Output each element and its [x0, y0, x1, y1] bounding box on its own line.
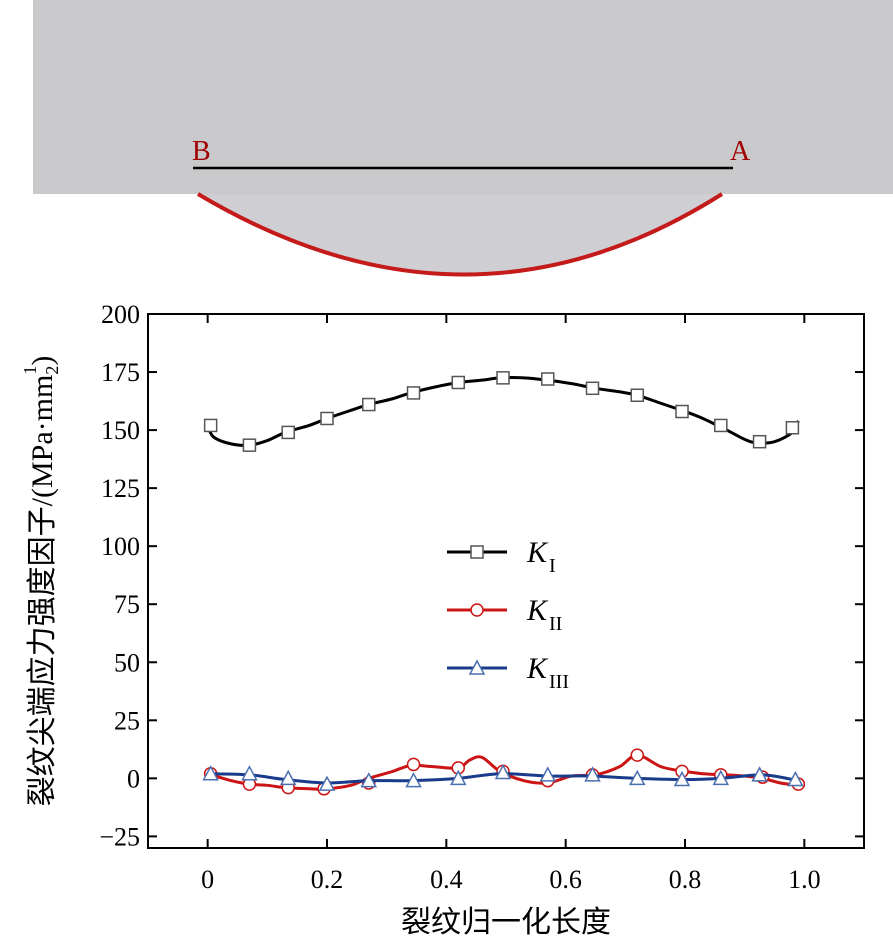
- data-point-triangle: [584, 766, 601, 782]
- y-axis-label-main: 裂纹尖端应力强度因子/: [26, 497, 59, 806]
- x-tick-label: 0.4: [430, 865, 463, 894]
- series-group: [202, 371, 806, 796]
- y-axis-label: 裂纹尖端应力强度因子/(MPa·mm1 2): [20, 356, 62, 807]
- x-tick-label: 0.6: [549, 865, 582, 894]
- data-point-triangle: [751, 766, 768, 782]
- data-point-square: [451, 375, 466, 390]
- data-point-square: [675, 404, 689, 419]
- x-axis-ticks: 0 0.2 0.4 0.6 0.8 1.0: [201, 314, 821, 894]
- data-point-square: [320, 411, 334, 426]
- data-point-triangle: [405, 772, 422, 788]
- legend-swatch-marker: [470, 545, 484, 559]
- y-tick-label: 200: [101, 300, 140, 329]
- y-tick-label: 75: [114, 590, 140, 619]
- y-axis-label-close: ): [26, 356, 59, 366]
- y-tick-label: 100: [101, 532, 140, 561]
- data-point-triangle: [629, 769, 646, 786]
- crack-front-curve: [196, 192, 724, 277]
- y-axis-label-exp-num: 1: [20, 366, 40, 375]
- specimen-block: [33, 0, 893, 194]
- data-point-triangle: [318, 775, 336, 791]
- data-point-square: [362, 397, 376, 412]
- y-tick-label: 0: [127, 764, 140, 793]
- data-point-square: [203, 418, 218, 433]
- data-point-triangle: [673, 770, 691, 787]
- data-point-square: [406, 386, 421, 400]
- crack-diagram: B A: [33, 0, 893, 277]
- point-a-label: A: [730, 136, 751, 167]
- y-axis-ticks: −25 0 25 50 75 100 125 150 175 200: [99, 300, 864, 851]
- data-point-triangle: [494, 763, 512, 780]
- legend-swatch-marker: [468, 659, 486, 675]
- legend-swatch-marker: [470, 603, 484, 617]
- data-point-square: [242, 438, 257, 452]
- legend-label: K II: [526, 594, 562, 635]
- y-axis-label-exp-den: 2: [42, 366, 62, 375]
- y-axis-label-text: 裂纹尖端应力强度因子/(MPa·mm1 2): [20, 356, 62, 807]
- data-point-square: [281, 425, 295, 440]
- legend-item: K II: [447, 594, 562, 635]
- chart: −25 0 25 50 75 100 125 150 175 200 0 0.2 0.4 0.6 0.8 1…: [20, 300, 865, 939]
- x-axis-label: 裂纹归一化长度: [401, 906, 611, 939]
- data-point-triangle: [360, 772, 378, 788]
- series-1: [203, 371, 800, 452]
- legend-label: K III: [526, 652, 569, 693]
- legend-item: K III: [447, 652, 569, 693]
- y-tick-label: 150: [101, 416, 140, 445]
- data-point-square: [714, 418, 728, 433]
- data-point-triangle: [241, 765, 258, 781]
- y-tick-label: −25: [99, 822, 140, 851]
- x-tick-label: 0.8: [669, 865, 702, 894]
- data-point-triangle: [279, 769, 297, 786]
- data-point-square: [585, 381, 600, 396]
- data-point-square: [630, 388, 645, 403]
- data-point-square: [496, 371, 510, 385]
- data-point-circle: [406, 757, 421, 772]
- series-3: [202, 763, 804, 791]
- data-point-square: [785, 421, 800, 435]
- data-point-triangle: [450, 769, 467, 786]
- x-tick-label: 0: [201, 865, 214, 894]
- y-tick-label: 25: [114, 706, 140, 735]
- y-axis-label-unit: (MPa·mm: [26, 375, 59, 498]
- data-point-circle: [630, 748, 645, 762]
- data-point-triangle: [539, 766, 557, 782]
- y-tick-label: 50: [114, 648, 140, 677]
- x-tick-label: 0.2: [311, 865, 344, 894]
- data-point-triangle: [202, 765, 219, 781]
- series-line: [207, 753, 799, 791]
- plot-frame: [147, 313, 865, 849]
- data-point-square: [541, 372, 555, 386]
- series-line: [206, 376, 800, 447]
- point-b-label: B: [192, 136, 211, 167]
- y-tick-label: 125: [101, 474, 140, 503]
- legend: K I K II K III: [447, 536, 569, 693]
- x-tick-label: 1.0: [788, 865, 821, 894]
- data-point-triangle: [712, 769, 730, 786]
- data-point-square: [752, 434, 767, 449]
- y-tick-label: 175: [101, 358, 140, 387]
- data-point-triangle: [787, 770, 804, 787]
